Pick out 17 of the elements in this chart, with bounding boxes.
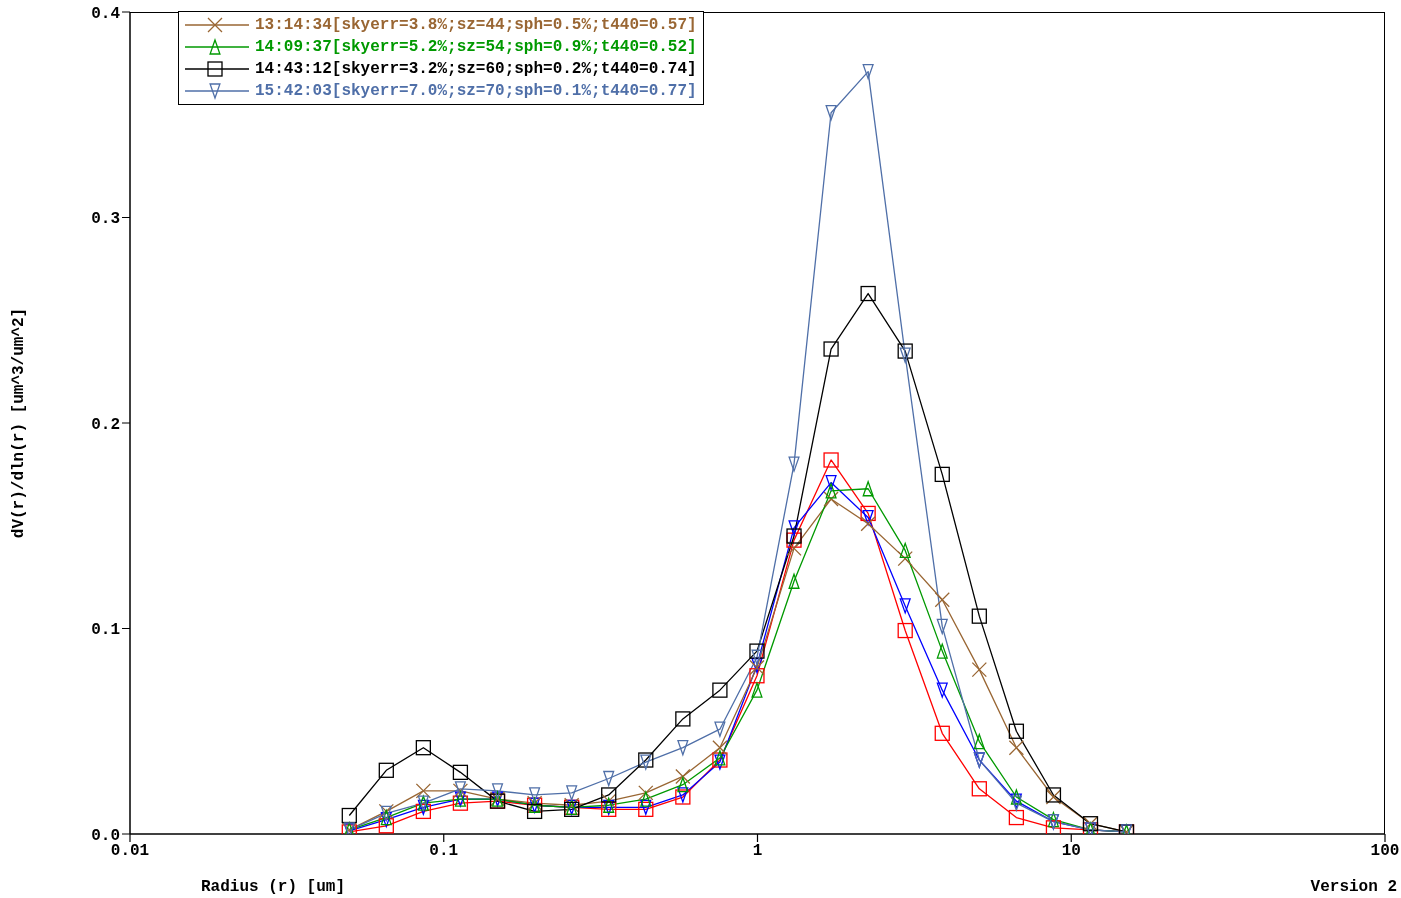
- x-tick-label: 0.01: [110, 842, 150, 861]
- y-tick-label: 0.1: [91, 621, 120, 640]
- x-tick-label: 10: [1061, 842, 1081, 861]
- legend-label: 14:09:37[skyerr=5.2%;sz=54;sph=0.9%;t440=0.52]: [255, 38, 697, 56]
- x-axis-title: Radius (r) [um]: [201, 878, 346, 896]
- y-axis-title: dV(r)/dln(r) [um^3/um^2]: [9, 307, 28, 539]
- y-tick-label: 0.4: [91, 4, 121, 23]
- x-tick-label: 0.1: [429, 842, 459, 861]
- y-tick-label: 0.0: [91, 826, 120, 845]
- y-tick-label: 0.2: [91, 415, 120, 434]
- y-tick-label: 0.3: [91, 210, 120, 229]
- x-tick-label: 100: [1370, 842, 1400, 861]
- legend-label: 13:14:34[skyerr=3.8%;sz=44;sph=0.5%;t440=0.57]: [255, 16, 697, 34]
- legend-label: 15:42:03[skyerr=7.0%;sz=70;sph=0.1%;t440=0.77]: [255, 82, 697, 100]
- legend-label: 14:43:12[skyerr=3.2%;sz=60;sph=0.2%;t440=0.74]: [255, 60, 697, 78]
- text: Version 2: [1310, 878, 1397, 896]
- x-tick-label: 1: [752, 842, 763, 861]
